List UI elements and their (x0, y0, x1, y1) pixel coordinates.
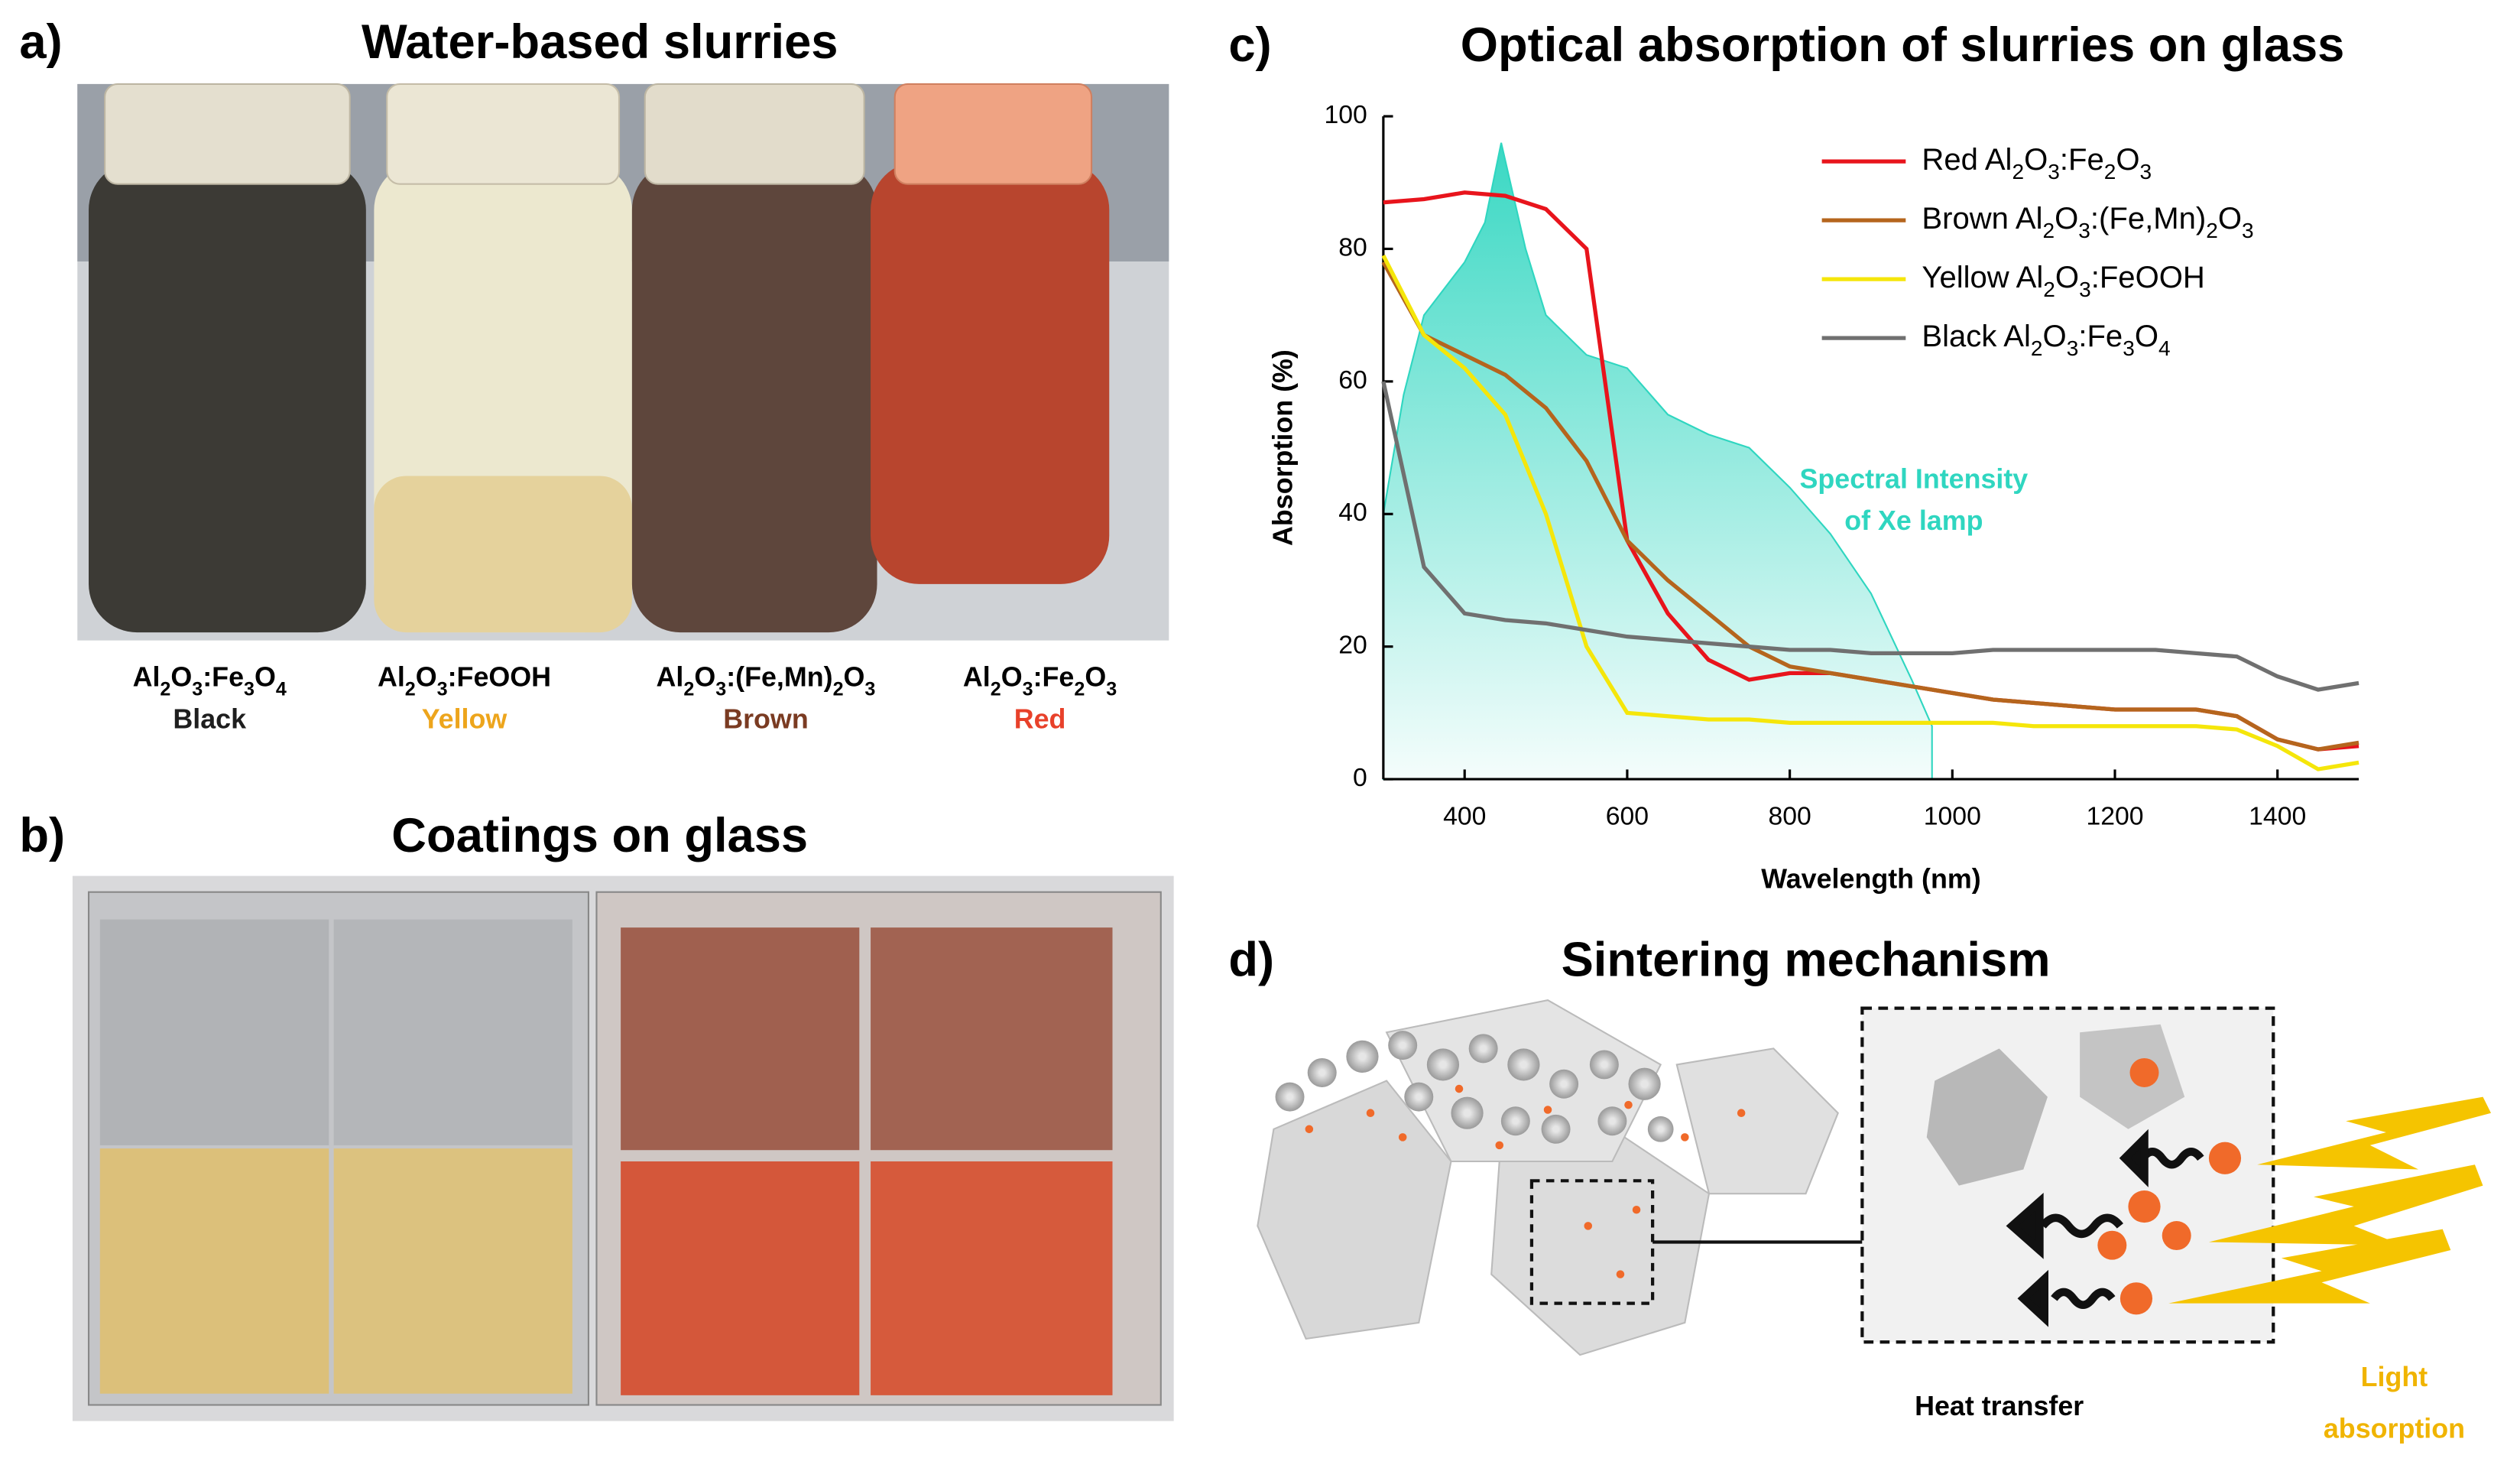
panel-label: d) (1228, 933, 1274, 986)
panel-title: Water-based slurries (362, 15, 838, 69)
legend-label: Red Al2O3:Fe2O3 (1922, 143, 2152, 184)
illustration-sintering (1257, 999, 2492, 1356)
x-axis-label: Wavelength (nm) (1761, 863, 1980, 894)
sample-name: Red (1014, 704, 1066, 735)
x-tick-label: 400 (1443, 802, 1486, 831)
x-tick-label: 1000 (1924, 802, 1981, 831)
series-line (1381, 381, 2359, 692)
light-label: absorption (2324, 1414, 2465, 1444)
lamp-area (1382, 142, 1933, 781)
series-line (1381, 254, 2359, 771)
legend-label: Black Al2O3:Fe3O4 (1922, 320, 2170, 360)
panel-label: b) (19, 809, 65, 862)
y-tick-label: 80 (1338, 232, 1367, 261)
heat-label: Heat transfer (1915, 1391, 2084, 1421)
sample-formula: Al2O3:Fe2O3 (963, 662, 1117, 700)
sample-formula: Al2O3:(Fe,Mn)2O3 (657, 662, 876, 700)
sample-name: Yellow (422, 704, 508, 735)
legend-label: Brown Al2O3:(Fe,Mn)2O3 (1922, 202, 2253, 242)
photo-slurries (77, 83, 1169, 641)
series-line (1381, 261, 2359, 752)
legend-label: Yellow Al2O3:FeOOH (1922, 261, 2204, 301)
y-tick-label: 0 (1353, 763, 1367, 792)
lamp-annotation: Spectral Intensity (1799, 463, 2028, 494)
sample-formula: Al2O3:FeOOH (378, 662, 551, 700)
x-tick-label: 600 (1606, 802, 1649, 831)
sample-formula: Al2O3:Fe3O4 (133, 662, 287, 700)
x-tick-label: 1400 (2249, 802, 2306, 831)
panel-title: Coatings on glass (391, 809, 808, 862)
y-tick-label: 60 (1338, 365, 1367, 395)
y-tick-label: 40 (1338, 498, 1367, 527)
panel-label: a) (19, 15, 62, 69)
photo-coatings (72, 875, 1174, 1421)
x-tick-label: 1200 (2086, 802, 2143, 831)
sample-name: Brown (723, 704, 809, 735)
sample-name: Black (173, 704, 246, 735)
panel-title: Sintering mechanism (1562, 933, 2051, 986)
panel-label: c) (1228, 18, 1271, 72)
y-tick-label: 100 (1324, 100, 1367, 129)
light-label: Light (2361, 1362, 2428, 1392)
y-tick-label: 20 (1338, 631, 1367, 660)
x-tick-label: 800 (1768, 802, 1811, 831)
y-axis-label: Absorption (%) (1268, 349, 1299, 546)
lamp-annotation: of Xe lamp (1844, 505, 1983, 536)
chart-title: Optical absorption of slurries on glass (1461, 18, 2345, 72)
